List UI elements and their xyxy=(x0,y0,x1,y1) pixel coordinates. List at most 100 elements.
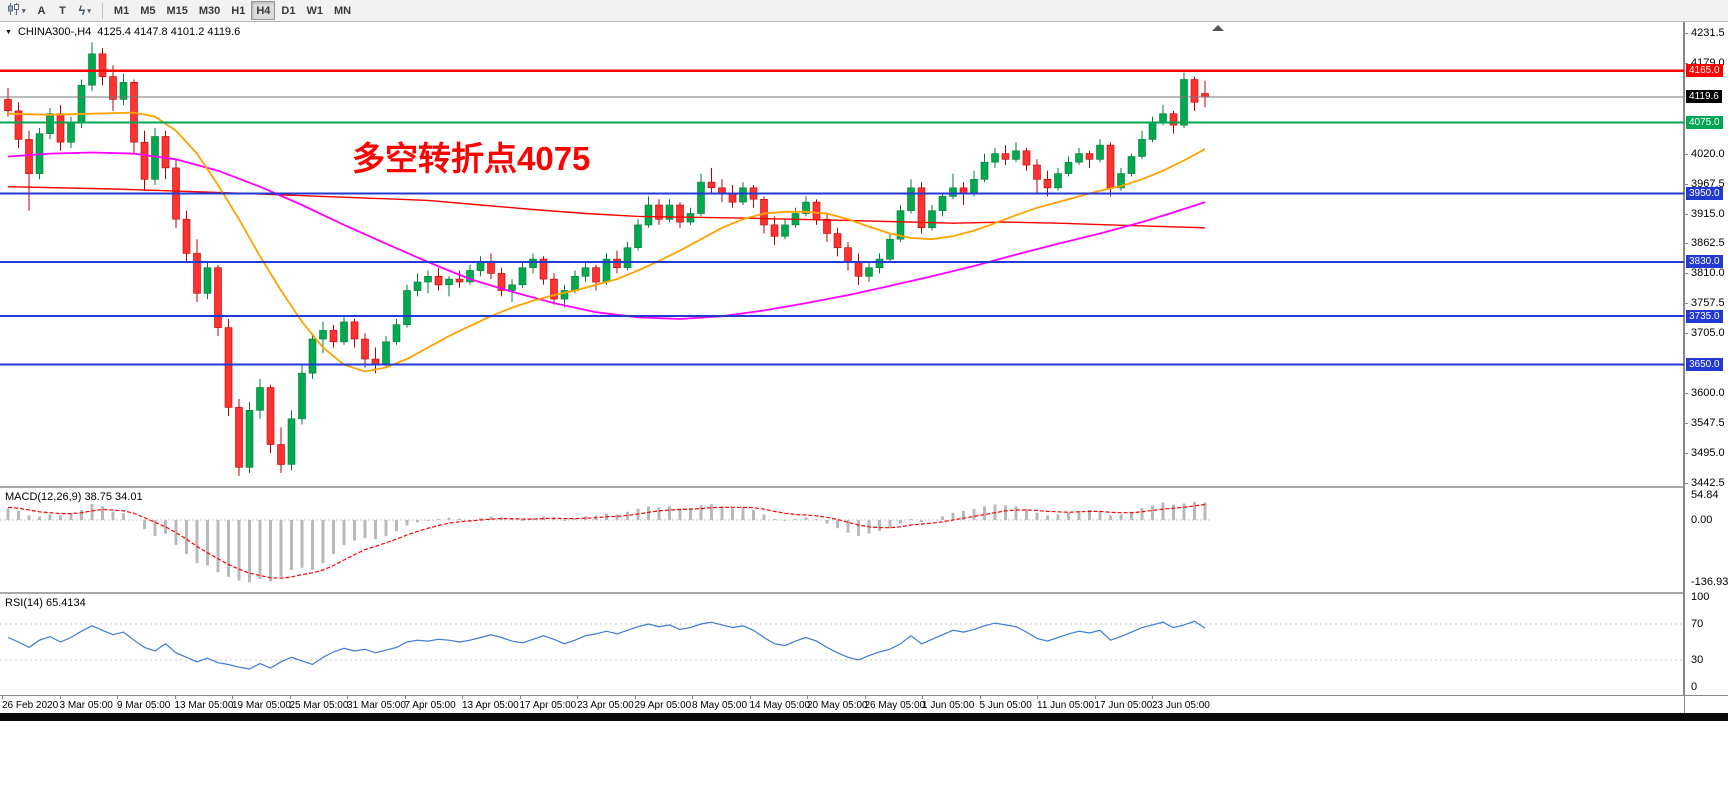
candle-body xyxy=(665,204,674,220)
horizontal-levels-layer[interactable] xyxy=(0,69,1684,366)
candle-body xyxy=(1106,144,1115,189)
timeframe-h1[interactable]: H1 xyxy=(226,1,250,20)
price-badge-current: 4119.6 xyxy=(1686,90,1722,103)
tool-annotate[interactable]: A xyxy=(32,1,52,20)
candle-body xyxy=(214,267,222,328)
time-label: 7 Apr 05:00 xyxy=(404,700,456,711)
tool-label: T xyxy=(59,4,66,17)
macd-label: MACD(12,26,9) 38.75 34.01 xyxy=(5,491,143,503)
time-tickmark xyxy=(864,696,866,699)
candle-body xyxy=(550,278,558,300)
candle-body xyxy=(266,387,275,445)
time-label: 19 Mar 05:00 xyxy=(232,700,291,711)
candle-body xyxy=(1180,79,1188,126)
candle-body xyxy=(634,224,642,248)
price-tickmark xyxy=(1685,453,1688,454)
candle-body xyxy=(644,204,653,226)
candle-body xyxy=(140,141,149,180)
timeframe-m15[interactable]: M15 xyxy=(161,1,192,20)
rsi-line xyxy=(7,620,1206,670)
candle-body xyxy=(571,276,579,291)
tool-quick-indicator[interactable]: ϟ ▾ xyxy=(74,1,96,20)
time-label: 5 Jun 05:00 xyxy=(979,700,1032,711)
candle-body xyxy=(1117,173,1125,189)
time-label: 29 Apr 05:00 xyxy=(634,700,692,711)
candle-body xyxy=(235,407,243,468)
price-tickmark xyxy=(1685,483,1688,484)
time-label: 14 May 05:00 xyxy=(749,700,811,711)
timeframe-d1[interactable]: D1 xyxy=(276,1,300,20)
time-label: 1 Jun 05:00 xyxy=(922,700,975,711)
macd-tick-label: 0.00 xyxy=(1691,514,1713,526)
price-badge-level: 3735.0 xyxy=(1686,310,1723,323)
candle-body xyxy=(886,238,894,260)
candle-body xyxy=(581,267,590,277)
candle-body xyxy=(361,338,369,360)
chart-region[interactable]: ▼ CHINA300-,H4 4125.4 4147.8 4101.2 4119… xyxy=(0,22,1684,695)
time-tickmark xyxy=(749,696,751,699)
candle-body xyxy=(875,258,884,269)
price-tickmark xyxy=(1685,214,1688,215)
time-tickmark xyxy=(1152,696,1153,699)
time-label: 25 Mar 05:00 xyxy=(289,700,349,711)
timeframe-m30[interactable]: M30 xyxy=(194,1,225,20)
chevron-down-icon[interactable]: ▼ xyxy=(5,28,12,36)
time-label: 13 Mar 05:00 xyxy=(174,700,234,711)
macd-tick-label: 54.84 xyxy=(1691,489,1719,501)
time-tickmark xyxy=(1094,696,1096,699)
time-tickmark xyxy=(59,696,61,699)
chart-annotation[interactable]: 多空转折点4075 xyxy=(352,140,591,177)
candle-body xyxy=(287,418,296,465)
candle-body xyxy=(812,201,821,220)
candles-layer xyxy=(4,42,1209,476)
time-label: 11 Jun 05:00 xyxy=(1037,700,1095,711)
candle-body xyxy=(1127,156,1136,174)
candle-body xyxy=(298,372,306,420)
time-label: 13 Apr 05:00 xyxy=(462,700,519,711)
candle-body xyxy=(949,187,957,197)
price-axis[interactable]: 4231.5 4179.0 4020.0 3967.5 3915.0 3862.5 3810… xyxy=(1684,22,1728,713)
candle-body xyxy=(109,76,117,100)
time-tickmark xyxy=(289,696,291,699)
candle-body xyxy=(728,193,737,203)
panel-separators xyxy=(0,22,1684,695)
price-badge-level: 3650.0 xyxy=(1686,358,1723,371)
candle-body xyxy=(1096,144,1104,160)
rsi-tick-label: 30 xyxy=(1691,654,1704,666)
candle-body xyxy=(991,153,999,163)
candle-body xyxy=(151,136,159,180)
chart-shift-marker[interactable] xyxy=(1212,25,1224,31)
timeframe-h4[interactable]: H4 xyxy=(251,1,276,20)
time-label: 17 Jun 05:00 xyxy=(1094,700,1153,711)
candle-body xyxy=(277,444,285,465)
timeframe-w1[interactable]: W1 xyxy=(301,1,328,20)
candle-body xyxy=(770,224,779,237)
price-tickmark xyxy=(1685,184,1688,185)
candle-body xyxy=(245,409,254,468)
candle-body xyxy=(823,218,831,234)
symbol-header: ▼ CHINA300-,H4 4125.4 4147.8 4101.2 4119… xyxy=(5,26,240,38)
timeframe-mn[interactable]: MN xyxy=(329,1,356,20)
candle-body xyxy=(434,276,443,286)
time-label: 20 May 05:00 xyxy=(807,700,868,711)
candle-body xyxy=(592,267,600,283)
tool-text-tool[interactable]: T xyxy=(53,1,73,20)
time-tickmark xyxy=(347,696,348,699)
time-axis[interactable]: 26 Feb 2020 3 Mar 05:00 9 Mar 05:00 13 Mar … xyxy=(0,695,1728,713)
tool-chart-type[interactable]: ▾ xyxy=(2,1,31,20)
price-badge-level: 4165.0 xyxy=(1686,64,1723,77)
candle-body xyxy=(319,330,327,340)
candle-body xyxy=(1043,179,1052,189)
timeframe-m5[interactable]: M5 xyxy=(135,1,160,20)
timeframe-m1[interactable]: M1 xyxy=(109,1,134,20)
time-tickmark xyxy=(404,696,406,699)
price-tickmark xyxy=(1685,393,1688,394)
candle-body xyxy=(445,278,453,286)
price-tick-label: 3442.5 xyxy=(1691,477,1725,489)
chart-canvas[interactable] xyxy=(0,22,1684,695)
candle-body xyxy=(403,290,411,326)
candle-body xyxy=(928,210,936,229)
candle-body xyxy=(739,187,747,203)
ma-mid-magenta xyxy=(7,151,1206,320)
